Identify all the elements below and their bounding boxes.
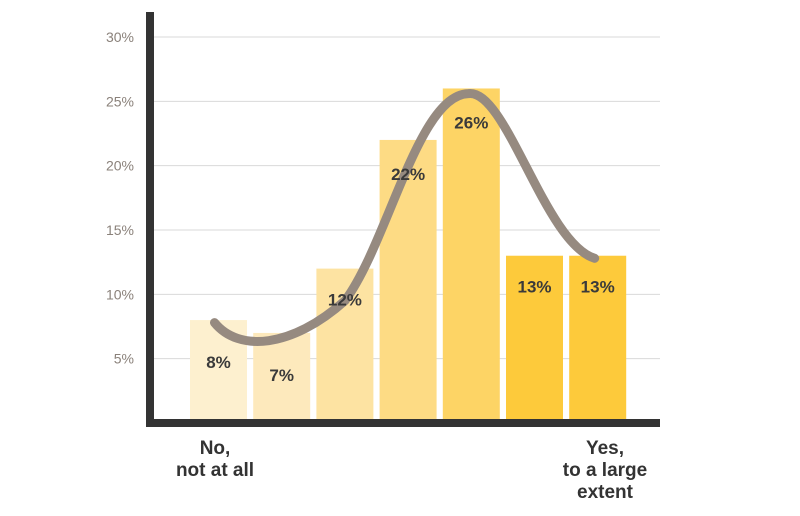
- bar-data-label: 22%: [391, 165, 425, 184]
- y-axis-ticks: 5% 10% 15% 20% 25% 30%: [106, 29, 134, 367]
- x-axis-right-end-label: Yes, to a large extent: [562, 438, 648, 503]
- y-tick-label: 20%: [106, 158, 134, 174]
- bar: [569, 255, 627, 423]
- y-tick-label: 25%: [106, 93, 134, 109]
- bar: [379, 139, 437, 423]
- y-tick-label: 5%: [114, 351, 134, 367]
- bar-data-labels: 8% 7% 12% 22% 26% 13% 13%: [206, 113, 615, 384]
- bars: [190, 88, 627, 423]
- y-tick-label: 30%: [106, 29, 134, 45]
- bar-data-label: 13%: [517, 278, 551, 297]
- y-tick-label: 10%: [106, 286, 134, 302]
- x-axis-left-end-label: No, not at all: [175, 438, 255, 481]
- bar: [506, 255, 563, 423]
- bar: [253, 332, 311, 423]
- bar-data-label: 26%: [454, 113, 488, 132]
- axes: [146, 12, 660, 427]
- trend-curve: [210, 89, 600, 346]
- y-tick-label: 15%: [106, 222, 134, 238]
- bar-data-label: 12%: [328, 291, 362, 310]
- bar-data-label: 13%: [581, 278, 615, 297]
- bar: [442, 88, 500, 423]
- bar-data-label: 7%: [269, 366, 294, 385]
- bar-data-label: 8%: [206, 353, 231, 372]
